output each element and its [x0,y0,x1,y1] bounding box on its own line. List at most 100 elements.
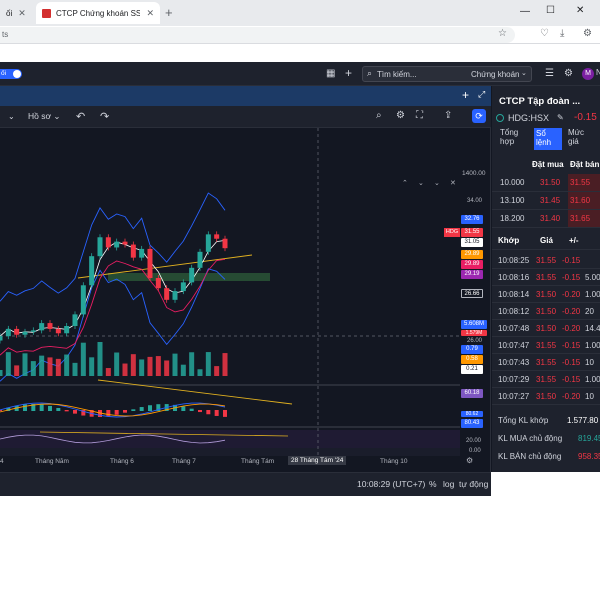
extensions-icon[interactable]: ⚙ [583,28,592,39]
tab-orderbook[interactable]: Sổ lệnh [534,128,562,150]
close-window-button[interactable]: ✕ [576,5,585,16]
candle [205,234,211,252]
avatar[interactable]: M [582,68,594,80]
downloads-icon[interactable]: ⤓ [560,28,565,39]
volume-bar [180,364,186,376]
trade-price: 31.55 [536,358,557,367]
price-axis-label: 26.00 [467,338,483,344]
candle [0,336,3,341]
trade-change: -0.20 [562,324,581,333]
collapse-pane-icon[interactable]: ⌄ [434,180,440,187]
time-axis-label: Tháng Năm [35,458,69,465]
tab-title: CTCP Chứng khoán SSI - Bảng g [56,8,141,18]
trade-volume: 1.00 [585,341,600,350]
settings-icon[interactable]: ⚙ [564,68,573,79]
search-category-select[interactable]: Chứng khoán [471,70,520,79]
volume-bar [205,352,211,376]
add-chart-icon[interactable]: + [462,88,470,102]
orderbook-bid: 31.45 [540,196,561,205]
orderbook-row[interactable]: 13.100 31.45 31.60 [492,192,600,210]
search-input[interactable]: Tìm kiếm... [377,70,417,79]
orderbook-ask: 31.65 [570,214,591,223]
add-icon[interactable]: + [345,66,353,80]
candle [130,244,136,258]
candle [222,238,228,249]
volume-bar [89,357,95,376]
sell-volume-label: KL BÁN chủ động [498,452,562,461]
bid-header: Đặt mua [532,160,564,169]
macd-tag: 0.21 [461,365,483,374]
trade-change: -0.20 [562,392,581,401]
candle [14,328,20,335]
edit-icon[interactable]: ✎ [557,113,564,122]
right-panel: CTCP Tập đoàn ... HDG:HSX ✎ -0.15 Tổng h… [492,86,600,472]
pane-divider [0,448,460,456]
time-axis-settings-icon[interactable]: ⚙ [466,456,474,465]
bollinger-lower [0,268,226,382]
trade-price: 31.55 [536,375,557,384]
symbol-tag: HDG [444,228,460,237]
tab-price-levels[interactable]: Mức giá [568,128,585,146]
candle [64,326,70,334]
browser-tab[interactable]: ối ✕ [0,2,34,24]
toolbar-chevron-icon[interactable]: ⌄ [8,112,15,121]
orderbook-row[interactable]: 18.200 31.40 31.65 [492,210,600,228]
scroll-down-icon[interactable]: ⌄ [418,180,424,187]
macd-bar [31,404,36,411]
profile-select[interactable]: Hồ sơ ⌄ [28,111,61,121]
mode-toggle[interactable]: ối [0,69,22,79]
user-initial[interactable]: N [596,68,600,77]
trade-price: 31.55 [536,341,557,350]
volume-bar [30,361,36,376]
layout-grid-icon[interactable]: ▦ [326,68,336,79]
auto-scale-toggle[interactable]: tự động [459,479,489,489]
orderbook-row[interactable]: 10.000 31.50 31.55 [492,174,600,192]
close-pane-icon[interactable]: ✕ [450,180,456,187]
trade-row: 10:08:16 31.55 -0.15 5.00 [492,269,600,286]
menu-icon[interactable]: ☰ [545,68,554,79]
expand-icon[interactable]: ⤢ [478,89,486,99]
macd-bar [214,410,219,416]
search-box[interactable]: ⌕ Tìm kiếm... Chứng khoán ⌄ [362,66,532,82]
candle [139,248,145,258]
redo-icon[interactable]: ↷ [100,111,110,123]
pocket-icon[interactable]: ♡ [540,28,549,39]
macd-bar [131,409,136,411]
ticker-label: HDG:HSX [508,113,550,123]
minimize-button[interactable]: — [520,6,530,17]
volume-bar [172,353,178,376]
trade-time: 10:07:43 [498,358,530,367]
volume-bar [197,369,203,376]
refresh-icon[interactable]: ⟳ [472,109,486,123]
stoch-tag: 80.43 [461,419,483,428]
url-input[interactable]: ts [0,27,515,43]
bookmark-star-icon[interactable]: ☆ [498,28,507,39]
log-toggle[interactable]: log [443,479,455,489]
close-tab-icon[interactable]: ✕ [18,7,26,18]
browser-tab-active[interactable]: CTCP Chứng khoán SSI - Bảng g ✕ [36,2,160,24]
close-tab-icon[interactable]: ✕ [146,7,154,18]
tab-summary[interactable]: Tổng hợp [500,128,519,146]
fullscreen-icon[interactable]: ⛶ [416,110,423,121]
volume-bar [22,353,28,376]
scroll-up-icon[interactable]: ⌃ [402,180,408,187]
price-axis-top-label: 1400.00 [462,170,486,177]
share-icon[interactable]: ⇪ [444,110,453,121]
volume-bar [114,352,120,376]
clock-time: 10:08:29 (UTC+7) [357,479,426,489]
trade-change: -0.15 [562,256,581,265]
price-chart[interactable] [0,128,491,456]
tab-title: ối [6,8,13,18]
trend-line [39,431,289,437]
trade-time: 10:08:25 [498,256,530,265]
macd-line [0,402,226,418]
zoom-search-icon[interactable]: ⌕ [376,110,382,121]
percent-toggle[interactable]: % [429,479,437,489]
new-tab-button[interactable]: + [165,5,173,20]
undo-icon[interactable]: ↶ [76,111,86,123]
maximize-button[interactable]: ☐ [546,5,555,16]
trade-row: 10:08:14 31.50 -0.20 1.00 [492,286,600,303]
macd-tag: 0.58 [461,355,483,364]
trade-change: -0.20 [562,307,581,316]
chart-settings-icon[interactable]: ⚙ [396,110,405,121]
